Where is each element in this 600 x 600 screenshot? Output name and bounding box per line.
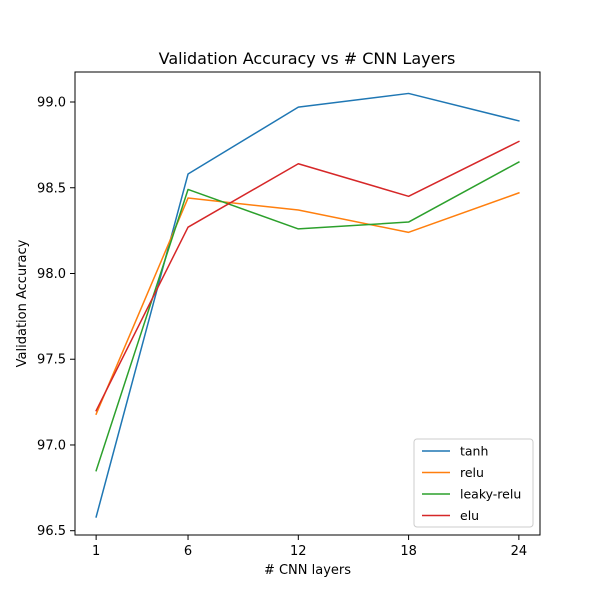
x-tick-label: 24 [511,544,528,559]
x-axis-label: # CNN layers [264,563,351,578]
series-line-elu [95,140,520,412]
y-tick-label: 98.5 [37,181,66,196]
legend-label-relu: relu [460,465,484,480]
legend-label-tanh: tanh [460,444,488,459]
y-tick-label: 99.0 [37,96,66,111]
legend-label-leaky-relu: leaky-relu [460,487,521,502]
y-axis-label: Validation Accuracy [15,239,30,367]
y-tick-label: 97.0 [37,438,66,453]
x-axis: 1 6 12 18 24 [92,535,527,559]
series-line-leaky-relu [95,161,520,472]
series-layer [95,92,520,518]
x-tick-label: 18 [400,544,417,559]
y-tick-label: 96.5 [37,524,66,539]
plot-frame [74,71,541,536]
x-tick-label: 12 [290,544,307,559]
chart-title: Validation Accuracy vs # CNN Layers [159,49,456,68]
x-tick-label: 6 [184,544,192,559]
legend-items: tanh relu leaky-relu elu [422,444,521,523]
legend-box [413,438,534,528]
series-line-relu [95,191,520,416]
x-tick-label: 1 [92,544,100,559]
y-tick-label: 98.0 [37,267,66,282]
legend: tanh relu leaky-relu elu [413,438,534,528]
legend-label-elu: elu [460,508,479,523]
y-axis: 96.5 97.0 97.5 98.0 98.5 99.0 [37,96,75,539]
y-tick-label: 97.5 [37,353,66,368]
